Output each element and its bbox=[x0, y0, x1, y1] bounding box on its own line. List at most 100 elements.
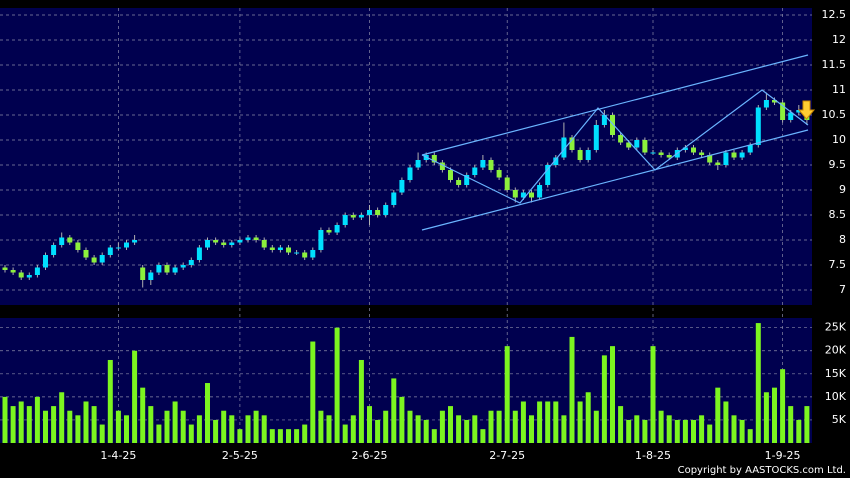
volume-bar bbox=[43, 410, 48, 443]
y-tick-label: 11 bbox=[832, 83, 846, 96]
candle-body bbox=[115, 247, 121, 249]
candle-body bbox=[164, 265, 170, 273]
candle-body bbox=[318, 230, 324, 250]
volume-bar bbox=[650, 346, 656, 443]
candle-body bbox=[658, 152, 664, 155]
candle-body bbox=[286, 247, 291, 253]
volume-bar bbox=[569, 336, 575, 443]
volume-bar bbox=[577, 401, 583, 443]
volume-bar bbox=[504, 346, 510, 443]
candle-body bbox=[464, 175, 470, 185]
volume-bar bbox=[755, 323, 761, 443]
candle-body bbox=[634, 140, 640, 148]
volume-bar bbox=[107, 359, 113, 443]
volume-bar bbox=[553, 401, 559, 443]
y-tick-label: 11.5 bbox=[822, 58, 847, 71]
candle-body bbox=[399, 180, 405, 193]
candle-body bbox=[91, 257, 97, 263]
volume-bar bbox=[545, 401, 551, 443]
candle-body bbox=[172, 267, 178, 273]
candle-body bbox=[43, 255, 48, 268]
volume-bar bbox=[593, 410, 599, 443]
volume-bar bbox=[148, 406, 154, 443]
volume-bar bbox=[286, 429, 291, 443]
volume-bar bbox=[642, 419, 648, 443]
candle-body bbox=[18, 272, 24, 278]
volume-bar bbox=[83, 401, 89, 443]
candle-body bbox=[577, 150, 583, 160]
volume-bar bbox=[302, 424, 308, 443]
candle-body bbox=[302, 252, 308, 258]
volume-bar bbox=[601, 355, 607, 443]
candle-body bbox=[456, 180, 462, 185]
volume-bar bbox=[10, 406, 16, 443]
volume-bar bbox=[140, 387, 146, 443]
volume-bar bbox=[269, 429, 275, 443]
candle-body bbox=[269, 247, 275, 250]
candle-body bbox=[618, 135, 624, 143]
volume-bar bbox=[448, 406, 453, 443]
candle-body bbox=[763, 100, 769, 108]
volume-bar bbox=[350, 415, 356, 443]
volume-bar bbox=[796, 419, 802, 443]
candle-body bbox=[553, 157, 559, 165]
volume-bar bbox=[124, 415, 129, 443]
candle-body bbox=[666, 155, 672, 158]
volume-bar bbox=[342, 424, 348, 443]
volume-bar bbox=[407, 410, 413, 443]
volume-bar bbox=[739, 419, 745, 443]
volume-bar bbox=[253, 410, 259, 443]
price-panel bbox=[0, 8, 812, 305]
volume-bar bbox=[383, 410, 389, 443]
candle-body bbox=[213, 240, 219, 243]
candle-body bbox=[132, 240, 138, 243]
candle-body bbox=[772, 100, 777, 103]
candle-body bbox=[691, 147, 696, 153]
volume-bar bbox=[391, 378, 397, 443]
y-tick-label: 10 bbox=[832, 133, 846, 146]
x-tick-label: 1-8-25 bbox=[635, 449, 671, 462]
volume-bar bbox=[723, 401, 729, 443]
candle-body bbox=[755, 107, 761, 145]
candle-body bbox=[237, 240, 243, 243]
candle-body bbox=[448, 170, 453, 180]
candle-body bbox=[520, 192, 526, 198]
candle-body bbox=[650, 152, 656, 154]
candle-body bbox=[51, 245, 57, 255]
volume-bar bbox=[763, 392, 769, 443]
candle-body bbox=[205, 240, 210, 248]
x-tick-label: 1-4-25 bbox=[100, 449, 136, 462]
candle-body bbox=[59, 237, 65, 245]
volume-bar bbox=[415, 415, 421, 443]
volume-bar bbox=[456, 415, 462, 443]
trend-lines bbox=[421, 54, 809, 231]
candle-body bbox=[407, 167, 413, 180]
candle-body bbox=[196, 247, 202, 260]
volume-bar bbox=[610, 346, 615, 443]
volume-bar bbox=[18, 401, 24, 443]
volume-bar bbox=[480, 429, 486, 443]
volume-bar bbox=[780, 369, 786, 443]
volume-bar bbox=[196, 415, 202, 443]
candle-body bbox=[731, 152, 737, 158]
candle-body bbox=[569, 137, 575, 150]
y-tick-label: 15K bbox=[825, 367, 847, 380]
candle-body bbox=[747, 145, 753, 153]
candle-body bbox=[124, 242, 129, 248]
y-tick-label: 8 bbox=[839, 233, 846, 246]
candle-body bbox=[107, 247, 113, 255]
candle-body bbox=[504, 177, 510, 190]
y-tick-label: 10K bbox=[825, 390, 847, 403]
candle-body bbox=[626, 142, 632, 148]
candle-body bbox=[585, 150, 591, 160]
volume-bar bbox=[34, 396, 40, 443]
volume-bar bbox=[529, 415, 534, 443]
volume-bar bbox=[213, 419, 219, 443]
candle-body bbox=[431, 155, 437, 163]
volume-bar bbox=[75, 415, 81, 443]
volume-bar bbox=[707, 424, 713, 443]
copyright: Copyright by AASTOCKS.com Ltd. bbox=[678, 465, 846, 476]
volume-bar bbox=[439, 410, 445, 443]
volume-bar bbox=[804, 406, 810, 443]
